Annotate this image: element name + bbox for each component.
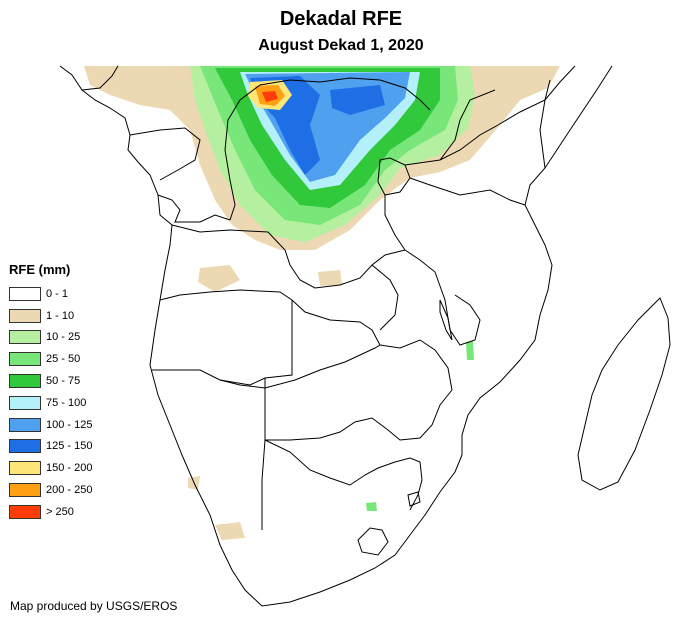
legend-label: 0 - 1 xyxy=(46,287,69,300)
border-line xyxy=(371,264,399,331)
legend-swatch xyxy=(9,504,41,519)
border-line xyxy=(129,127,201,181)
legend-item: 125 - 150 xyxy=(9,436,92,458)
border-line xyxy=(261,378,266,530)
legend-title: RFE (mm) xyxy=(9,262,71,277)
border-line xyxy=(81,65,119,91)
african-coastline xyxy=(59,65,613,607)
legend-swatch xyxy=(9,352,41,367)
legend-label: > 250 xyxy=(46,505,74,518)
border-line xyxy=(219,344,381,389)
border-line xyxy=(157,194,231,223)
legend-swatch xyxy=(9,308,41,323)
legend-label: 100 - 125 xyxy=(46,418,93,431)
lake-border xyxy=(439,299,453,341)
rain-zone-125-150-patch xyxy=(330,85,385,115)
rain-zone-1-10-patch xyxy=(215,522,245,540)
legend-label: 10 - 25 xyxy=(46,331,81,344)
border-line xyxy=(409,177,526,206)
border-line xyxy=(152,289,293,386)
map-title: Dekadal RFE xyxy=(279,8,403,30)
country-borders xyxy=(59,65,671,607)
rain-zone-10-25-patch xyxy=(466,341,474,360)
legend-label: 1 - 10 xyxy=(46,309,75,322)
legend-swatch xyxy=(9,417,41,432)
rain-zone-1-10-patch xyxy=(198,265,240,292)
legend-items: 0 - 1 1 - 10 10 - 25 25 - 50 50 - 75 75 … xyxy=(9,283,92,523)
legend-label: 200 - 250 xyxy=(46,484,93,497)
legend-item: 25 - 50 xyxy=(9,348,92,370)
rain-zone-10-25-patch xyxy=(366,502,377,511)
rain-zone-over-250 xyxy=(262,91,278,102)
legend-item: 100 - 125 xyxy=(9,414,92,436)
border-line xyxy=(384,195,406,251)
legend-swatch xyxy=(9,483,41,498)
legend-item: 75 - 100 xyxy=(9,392,92,414)
legend-item: 0 - 1 xyxy=(9,283,92,305)
legend-item: 200 - 250 xyxy=(9,479,92,501)
border-line xyxy=(264,439,423,511)
legend-label: 50 - 75 xyxy=(46,375,81,388)
legend-swatch xyxy=(9,439,41,454)
lesotho-border xyxy=(357,527,389,556)
map-credit: Map produced by USGS/EROS xyxy=(10,599,178,613)
legend-label: 150 - 200 xyxy=(46,462,93,475)
legend-item: 50 - 75 xyxy=(9,370,92,392)
legend-swatch xyxy=(9,461,41,476)
legend-swatch xyxy=(9,374,41,389)
border-line xyxy=(539,79,551,169)
legend-swatch xyxy=(9,395,41,410)
legend-item: 1 - 10 xyxy=(9,305,92,327)
eswatini-border xyxy=(407,491,421,507)
border-line xyxy=(377,157,411,196)
border-line xyxy=(404,65,576,166)
border-line xyxy=(439,89,496,161)
border-line xyxy=(224,77,431,221)
border-line xyxy=(404,249,481,346)
legend-item: > 250 xyxy=(9,501,92,523)
legend-swatch xyxy=(9,330,41,345)
border-line xyxy=(291,299,453,391)
map-subtitle: August Dekad 1, 2020 xyxy=(258,37,424,54)
legend-label: 125 - 150 xyxy=(46,440,93,453)
legend-item: 10 - 25 xyxy=(9,327,92,349)
madagascar-coastline xyxy=(577,297,671,491)
legend-label: 25 - 50 xyxy=(46,353,81,366)
legend-swatch xyxy=(9,286,41,301)
rain-zone-1-10-patch xyxy=(318,270,342,286)
legend-item: 150 - 200 xyxy=(9,457,92,479)
legend-label: 75 - 100 xyxy=(46,396,87,409)
border-line xyxy=(265,389,453,441)
rainfall-shading xyxy=(84,66,560,540)
map-legend: RFE (mm) 0 - 1 1 - 10 10 - 25 25 - 50 50… xyxy=(9,262,92,523)
